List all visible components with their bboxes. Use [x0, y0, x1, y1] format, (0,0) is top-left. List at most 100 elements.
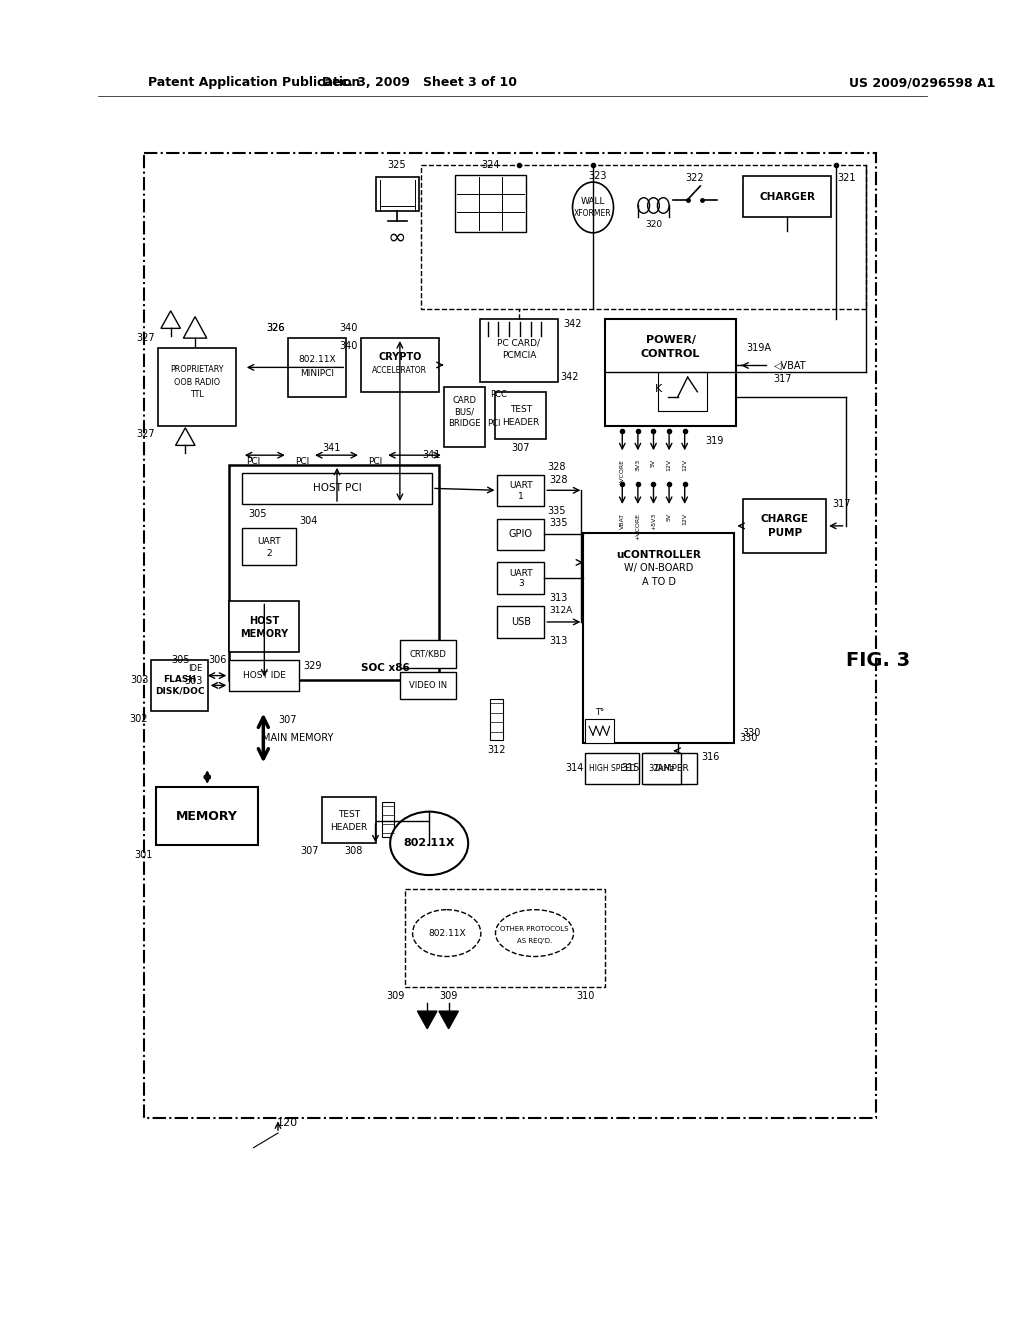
Bar [498, 562, 544, 594]
Text: ∞: ∞ [388, 227, 407, 248]
Text: 307: 307 [300, 846, 318, 857]
Text: 340: 340 [340, 341, 358, 351]
Bar [229, 602, 299, 652]
Text: PCC: PCC [489, 391, 507, 399]
Text: CRYPTO: CRYPTO [378, 352, 422, 362]
Text: 322: 322 [685, 173, 703, 183]
Text: ◁VBAT: ◁VBAT [773, 360, 806, 371]
Bar [229, 465, 439, 680]
Text: 328: 328 [549, 475, 567, 484]
Text: T°: T° [595, 708, 604, 717]
Bar [585, 718, 614, 743]
Text: 342: 342 [560, 372, 579, 383]
Text: 303: 303 [130, 675, 148, 685]
Text: VBAT: VBAT [620, 512, 625, 529]
Text: AS REQ'D.: AS REQ'D. [517, 939, 552, 944]
Polygon shape [439, 1011, 459, 1028]
Bar [229, 660, 299, 692]
Bar [242, 528, 296, 565]
Text: PCMCIA: PCMCIA [502, 351, 537, 360]
Text: 313: 313 [549, 636, 567, 647]
Text: 802.11X: 802.11X [403, 838, 455, 849]
Text: 341: 341 [323, 444, 341, 453]
Text: 307: 307 [278, 715, 297, 726]
Bar [644, 752, 697, 784]
Text: 341: 341 [423, 450, 441, 461]
Text: FIG. 3: FIG. 3 [846, 651, 910, 669]
Text: 12V: 12V [667, 459, 672, 471]
Bar [443, 387, 484, 447]
Text: UART: UART [257, 537, 281, 546]
Text: 308: 308 [344, 846, 362, 857]
Text: 303: 303 [184, 676, 203, 686]
Text: 5V: 5V [651, 459, 656, 467]
Text: W/ ON-BOARD: W/ ON-BOARD [625, 564, 693, 573]
Text: ACCELERATOR: ACCELERATOR [373, 367, 427, 375]
Text: TAMPER: TAMPER [652, 764, 688, 772]
Text: +VCORE: +VCORE [620, 459, 625, 486]
Text: 313: 313 [549, 593, 567, 602]
Text: 326: 326 [266, 323, 285, 334]
Bar [743, 499, 826, 553]
Text: 306: 306 [208, 655, 226, 665]
Bar [743, 177, 831, 218]
Text: 305: 305 [249, 508, 267, 519]
Text: 12V: 12V [682, 459, 687, 471]
Text: 315: 315 [622, 763, 640, 774]
Bar [498, 606, 544, 638]
Text: HOST PCI: HOST PCI [312, 483, 361, 494]
Bar [400, 672, 457, 700]
Text: TEST: TEST [510, 405, 531, 414]
Text: 2: 2 [266, 549, 271, 558]
Text: 312A: 312A [549, 606, 572, 615]
Text: CHARGER: CHARGER [759, 191, 815, 202]
Bar [144, 153, 876, 1118]
Text: CARD: CARD [453, 396, 476, 405]
Text: Patent Application Publication: Patent Application Publication [148, 77, 360, 88]
Bar [376, 177, 420, 211]
Text: K: K [654, 384, 662, 393]
Text: 330: 330 [739, 733, 758, 743]
Text: GPIO: GPIO [509, 529, 532, 539]
Text: OTHER PROTOCOLS: OTHER PROTOCOLS [501, 927, 568, 932]
Bar [156, 787, 258, 845]
Bar [658, 372, 708, 412]
Text: 327: 327 [136, 429, 155, 438]
Text: 325: 325 [388, 161, 407, 170]
Text: 319A: 319A [746, 343, 771, 352]
Text: 314: 314 [565, 763, 584, 774]
Ellipse shape [390, 812, 468, 875]
Text: PROPRIETARY: PROPRIETARY [170, 364, 224, 374]
Bar [605, 318, 736, 426]
Bar [489, 700, 503, 741]
Text: +5V3: +5V3 [651, 512, 656, 531]
Text: 304: 304 [299, 516, 317, 525]
Text: 3V3: 3V3 [635, 459, 640, 471]
Text: 307: 307 [512, 444, 530, 453]
Text: HEADER: HEADER [502, 418, 540, 428]
Text: uCONTROLLER: uCONTROLLER [616, 549, 701, 560]
Text: PCI: PCI [486, 420, 500, 429]
Text: 335: 335 [547, 506, 565, 516]
Text: 320: 320 [645, 220, 663, 230]
Text: VIDEO IN: VIDEO IN [410, 681, 447, 690]
Text: UART: UART [509, 569, 532, 578]
Text: MAIN MEMORY: MAIN MEMORY [262, 733, 333, 743]
Bar [642, 752, 681, 784]
Bar [496, 392, 546, 438]
Bar [158, 348, 237, 426]
Bar [288, 338, 346, 396]
Text: CRT/KBD: CRT/KBD [410, 649, 446, 659]
Text: MINIPCI: MINIPCI [300, 368, 334, 378]
Text: 316: 316 [701, 751, 720, 762]
Bar [585, 752, 639, 784]
Text: 323: 323 [589, 172, 607, 181]
Text: OOB RADIO: OOB RADIO [174, 378, 220, 387]
Text: 302: 302 [130, 714, 148, 723]
Bar [498, 519, 544, 550]
Text: MEMORY: MEMORY [241, 628, 289, 639]
Text: 342: 342 [564, 318, 583, 329]
Text: 309: 309 [439, 991, 458, 1002]
Text: 327: 327 [136, 333, 155, 343]
Text: 802.11X: 802.11X [298, 355, 336, 364]
